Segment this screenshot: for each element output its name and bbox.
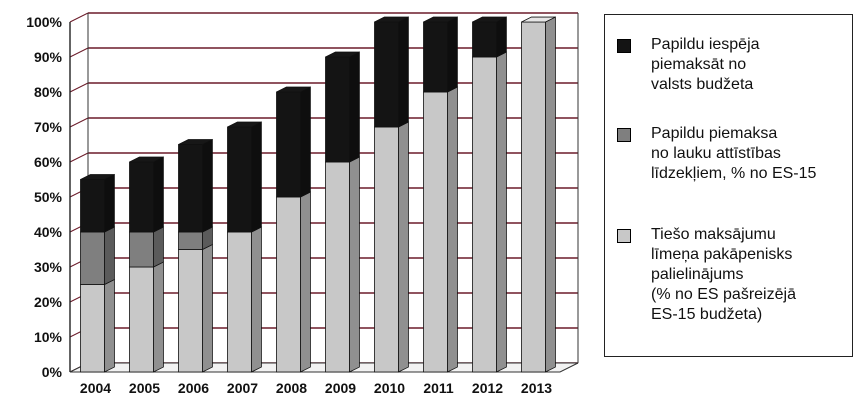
bar-segment: [276, 196, 301, 373]
bar-top: [374, 16, 409, 23]
bar-top: [227, 121, 262, 128]
bar-segment: [472, 21, 497, 58]
bar-segment-side: [398, 121, 409, 373]
bar-segment-side: [251, 226, 262, 373]
x-tick-label: 2009: [325, 380, 356, 396]
legend-swatch: [617, 229, 631, 243]
x-tick-label: 2013: [521, 380, 552, 396]
bar-segment: [178, 144, 203, 233]
y-tick-label: 10%: [34, 329, 63, 345]
bar-segment: [423, 21, 448, 93]
bar-segment: [129, 161, 154, 233]
bar-top: [521, 16, 556, 23]
bar-segment-side: [153, 261, 164, 373]
bar-segment-side: [251, 121, 262, 233]
bar-segment: [178, 231, 203, 250]
bar-segment-side: [104, 278, 115, 373]
legend-label-line: palielinājums: [651, 266, 744, 283]
legend-swatch: [617, 128, 631, 142]
y-tick-label: 70%: [34, 119, 63, 135]
bar-segment: [80, 179, 105, 233]
bar-segment: [472, 56, 497, 373]
bar-segment: [276, 91, 301, 198]
bar-segment: [227, 231, 252, 373]
legend-label: Papildu iespēja piemaksāt no valsts budžet…: [651, 35, 844, 95]
x-tick-label: 2010: [374, 380, 405, 396]
bar-segment: [227, 126, 252, 233]
bar-segment: [521, 21, 546, 373]
bar-top: [80, 174, 115, 180]
x-tick-label: 2012: [472, 380, 503, 396]
legend-label-line: Papildu iespēja: [651, 36, 760, 53]
x-tick-label: 2007: [227, 380, 258, 396]
legend-label: Tiešo maksājumu līmeņa pakāpenisks palieli…: [651, 225, 844, 325]
bar-segment-side: [153, 156, 164, 233]
legend-swatch: [617, 39, 631, 53]
y-tick-label: 100%: [26, 14, 62, 30]
chart-legend: Papildu iespēja piemaksāt no valsts budžet…: [604, 14, 853, 357]
y-tick-label: 80%: [34, 84, 63, 100]
legend-label-line: ES-15 budžeta): [651, 306, 763, 323]
bar-segment: [423, 91, 448, 373]
bar-segment-side: [349, 51, 360, 163]
bar-segment-side: [300, 191, 311, 373]
bar-segment-side: [104, 226, 115, 286]
bar-segment-side: [202, 138, 213, 233]
legend-label-line: no lauku attīstības: [651, 145, 781, 162]
bar-segment-side: [104, 173, 115, 233]
grid-diagonal: [69, 12, 89, 23]
bar-segment: [129, 266, 154, 373]
bar-segment: [374, 126, 399, 373]
bar-top: [423, 16, 458, 23]
grid-diagonal: [69, 82, 89, 93]
bar-top: [472, 16, 507, 23]
bar-segment-side: [496, 16, 507, 58]
x-tick-label: 2006: [178, 380, 209, 396]
legend-label-line: Tiešo maksājumu: [651, 226, 776, 243]
legend-label-line: līdzekļiem, % no ES-15: [651, 165, 817, 182]
stacked-bar-chart: 0% 10% 20% 30% 40% 50% 60% 70% 80% 90% 100% 2004 200…: [26, 12, 579, 396]
bar-segment-side: [545, 16, 556, 373]
legend-label: Papildu piemaksa no lauku attīstības līdze…: [651, 124, 844, 184]
bar-segment: [178, 249, 203, 373]
bar-segment: [80, 284, 105, 373]
x-tick-label: 2011: [423, 380, 454, 396]
grid-diagonal: [69, 47, 89, 58]
bar-segment: [325, 161, 350, 373]
y-tick-label: 60%: [34, 154, 63, 170]
x-tick-label: 2005: [129, 380, 160, 396]
bar-segment-side: [447, 86, 458, 373]
bar-top: [129, 156, 164, 163]
y-tick-label: 0%: [42, 364, 63, 380]
bar-top: [178, 139, 213, 145]
x-tick-label: 2004: [80, 380, 111, 396]
bar-segment-side: [349, 156, 360, 373]
legend-label-line: (% no ES pašreizējā: [651, 286, 796, 303]
legend-label-line: Papildu piemaksa: [651, 125, 778, 142]
bar-segment: [129, 231, 154, 268]
bar-segment-side: [202, 243, 213, 373]
legend-label-line: piemaksāt no: [651, 56, 747, 73]
y-tick-label: 50%: [34, 189, 63, 205]
bar-segment-side: [447, 16, 458, 93]
bar-segment-side: [153, 226, 164, 268]
y-tick-label: 30%: [34, 259, 63, 275]
legend-label-line: līmeņa pakāpenisks: [651, 246, 793, 263]
bar-segment: [325, 56, 350, 163]
bar-segment: [374, 21, 399, 128]
bar-segment-side: [398, 16, 409, 128]
grid-diagonal: [69, 152, 89, 163]
legend-label-line: valsts budžeta: [651, 76, 754, 93]
bar-segment-side: [300, 86, 311, 198]
x-tick-label: 2008: [276, 380, 307, 396]
y-tick-label: 40%: [34, 224, 63, 240]
bar-segment: [80, 231, 105, 285]
grid-diagonal: [69, 117, 89, 128]
bar-top: [276, 86, 311, 93]
bar-top: [325, 51, 360, 58]
y-tick-label: 20%: [34, 294, 63, 310]
y-tick-label: 90%: [34, 49, 63, 65]
bar-segment-side: [496, 51, 507, 373]
